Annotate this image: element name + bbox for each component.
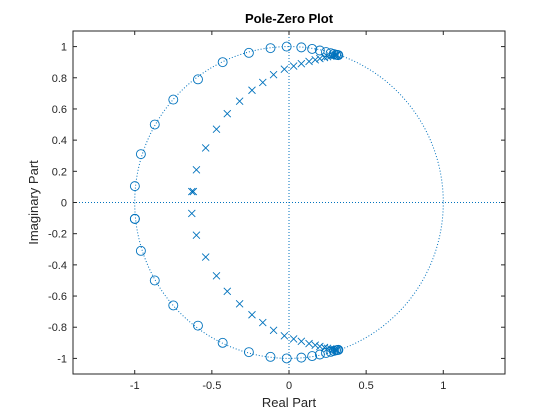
pole-marker [297,59,306,68]
pole-marker [280,65,289,74]
zero-marker [135,245,146,256]
pole-marker [289,335,298,343]
pole-marker [223,109,232,118]
pole-marker [333,51,341,59]
pole-marker [305,57,313,66]
pole-marker [201,144,210,152]
zero-marker [135,149,146,160]
pole-marker [223,287,232,296]
zero-marker [217,337,228,348]
x-tick-label: 0 [286,380,292,392]
pole-marker [305,339,313,348]
zero-marker [129,181,140,192]
zero-marker [307,43,318,54]
zero-marker [243,347,254,358]
pole-marker [316,342,324,351]
pole-marker [258,318,267,327]
pole-marker [320,343,329,352]
zero-marker [296,352,307,363]
pole-marker [201,253,210,261]
y-tick-label: -0.8 [48,322,67,334]
pole-marker [311,56,320,64]
ticks: -1 -0.5 0 0.5 1 -1 -0.8 -0.6 -0.4 -0.2 0 0.2 0.4 0.6 0… [48,31,505,392]
y-tick-label: 1 [61,42,67,54]
zero-marker [149,119,160,130]
y-tick-label: 0.2 [52,166,67,178]
pole-marker [269,326,278,335]
pole-marker [331,345,339,354]
y-tick-label: -0.2 [48,229,67,241]
pole-marker [280,331,289,340]
pole-marker [289,62,298,70]
pole-marker [235,300,244,308]
pole-marker [316,54,324,63]
x-axis-label: Real Part [262,395,317,410]
pole-marker [269,70,278,79]
y-tick-label: 0 [61,198,67,210]
zero-marker [168,300,179,311]
plot-content [73,31,505,374]
zero-marker [193,74,203,85]
y-tick-label: -1 [57,353,67,365]
pole-marker [332,346,340,354]
zero-marker [265,43,276,54]
x-tick-label: -0.5 [202,380,221,392]
y-tick-label: 0.4 [52,135,67,147]
x-tick-label: 1 [440,380,446,392]
pole-marker [189,187,198,196]
pole-marker [258,78,267,87]
y-tick-label: -0.4 [48,260,67,272]
zero-marker [281,353,292,364]
zero-marker [281,41,292,52]
zero-marker [149,275,160,286]
pole-marker [192,231,201,240]
pole-marker [187,209,196,218]
zero-marker [193,320,203,331]
y-tick-label: 0.8 [52,73,67,85]
zero-marker [296,42,307,53]
y-tick-label: -0.6 [48,291,67,303]
chart-title: Pole-Zero Plot [245,11,334,26]
pole-marker [192,165,201,174]
pole-marker [248,310,256,319]
zero-marker [217,57,228,68]
zero-marker [243,47,254,58]
zero-marker [314,45,325,56]
y-axis-label: Imaginary Part [26,160,41,245]
zero-marker [129,213,140,224]
pole-marker [311,341,320,349]
zero-marker [265,351,276,362]
pole-marker [235,97,244,105]
pole-marker [212,271,221,280]
zero-marker [307,351,318,362]
zero-marker [168,94,179,105]
pole-marker [333,346,341,354]
pole-marker [187,187,196,196]
zero-marker [314,349,325,360]
pole-marker [332,51,340,59]
pole-marker [320,53,329,62]
y-tick-label: 0.6 [52,104,67,116]
pole-marker [248,86,256,95]
x-tick-label: -1 [130,380,140,392]
pole-marker [331,51,339,60]
pole-marker [212,125,221,134]
x-tick-label: 0.5 [358,380,373,392]
pole-marker [297,337,306,346]
